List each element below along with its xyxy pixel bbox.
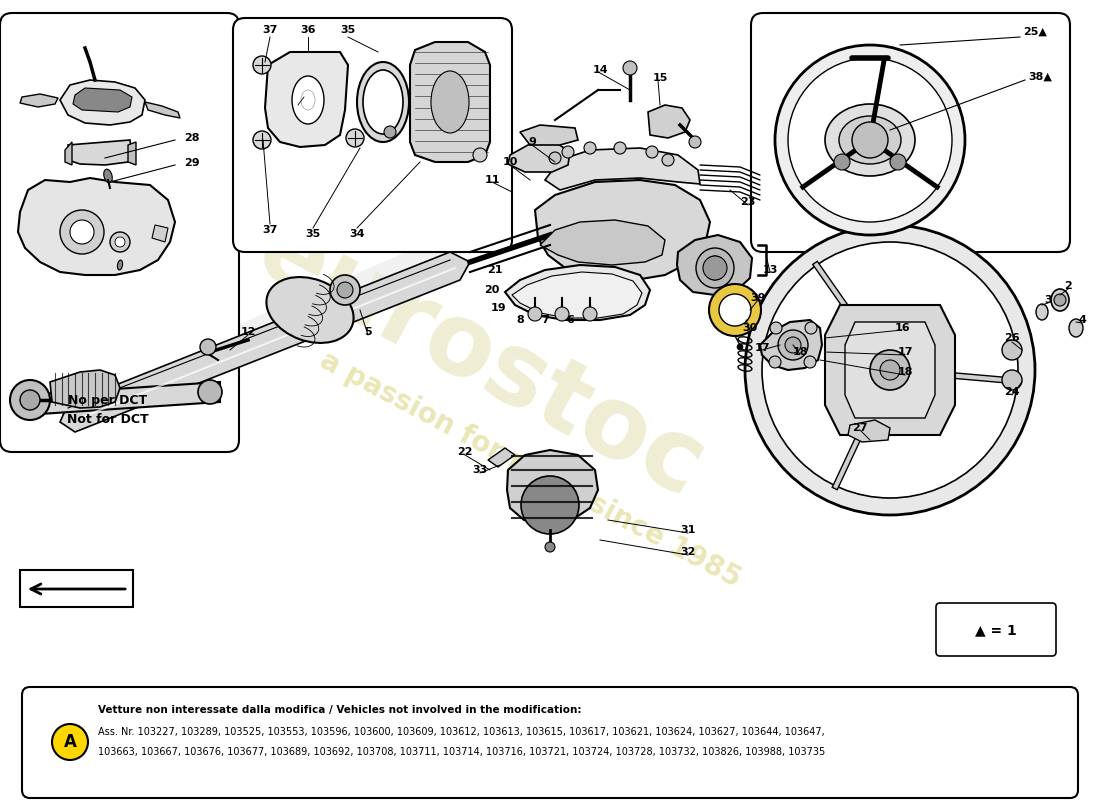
Circle shape xyxy=(776,45,965,235)
Text: eurostoc: eurostoc xyxy=(240,202,720,518)
Circle shape xyxy=(583,307,597,321)
Polygon shape xyxy=(507,450,598,525)
Text: 2: 2 xyxy=(1064,281,1071,291)
Circle shape xyxy=(719,294,751,326)
Circle shape xyxy=(870,350,910,390)
Polygon shape xyxy=(65,142,72,165)
Polygon shape xyxy=(20,570,133,607)
Polygon shape xyxy=(152,225,168,242)
Text: 17: 17 xyxy=(898,347,913,357)
Circle shape xyxy=(116,237,125,247)
Polygon shape xyxy=(505,265,650,320)
Text: 27: 27 xyxy=(852,423,868,433)
Text: a passion for parts since 1985: a passion for parts since 1985 xyxy=(315,346,746,594)
Circle shape xyxy=(770,322,782,334)
Polygon shape xyxy=(760,320,822,370)
Text: 20: 20 xyxy=(484,285,499,295)
Text: 21: 21 xyxy=(487,265,503,275)
Text: No per DCT
Not for DCT: No per DCT Not for DCT xyxy=(67,394,148,426)
Polygon shape xyxy=(520,125,578,145)
Circle shape xyxy=(20,390,40,410)
Text: 12: 12 xyxy=(240,327,255,337)
Polygon shape xyxy=(128,142,136,165)
Ellipse shape xyxy=(118,260,122,270)
Text: 14: 14 xyxy=(592,65,608,75)
Text: 5: 5 xyxy=(364,327,372,337)
Text: 31: 31 xyxy=(680,525,695,535)
Text: 29: 29 xyxy=(184,158,200,168)
Text: 18: 18 xyxy=(792,347,807,357)
Circle shape xyxy=(762,242,1018,498)
Circle shape xyxy=(198,380,222,404)
Polygon shape xyxy=(648,105,690,138)
Text: 10: 10 xyxy=(503,157,518,167)
Text: 4: 4 xyxy=(1078,315,1086,325)
Text: 35: 35 xyxy=(340,25,355,35)
Text: 3: 3 xyxy=(1044,295,1052,305)
Text: Vetture non interessate dalla modifica / Vehicles not involved in the modificati: Vetture non interessate dalla modifica /… xyxy=(98,705,582,715)
Text: 8: 8 xyxy=(516,315,524,325)
Circle shape xyxy=(337,282,353,298)
Circle shape xyxy=(737,344,742,350)
Circle shape xyxy=(70,220,94,244)
Polygon shape xyxy=(544,148,700,190)
Text: 7: 7 xyxy=(541,315,549,325)
Circle shape xyxy=(1054,294,1066,306)
Text: 22: 22 xyxy=(458,447,473,457)
Text: 17: 17 xyxy=(755,343,770,353)
Circle shape xyxy=(584,142,596,154)
Circle shape xyxy=(10,380,49,420)
Circle shape xyxy=(778,330,808,360)
Text: 19: 19 xyxy=(491,303,506,313)
Polygon shape xyxy=(20,94,58,107)
Polygon shape xyxy=(676,235,752,295)
Polygon shape xyxy=(60,80,145,125)
Text: 39: 39 xyxy=(750,293,766,303)
Text: 15: 15 xyxy=(652,73,668,83)
Circle shape xyxy=(623,61,637,75)
Circle shape xyxy=(253,131,271,149)
Circle shape xyxy=(549,152,561,164)
Polygon shape xyxy=(73,88,132,112)
Polygon shape xyxy=(540,220,666,265)
Ellipse shape xyxy=(358,62,409,142)
Text: A: A xyxy=(64,733,76,751)
Circle shape xyxy=(703,256,727,280)
Circle shape xyxy=(788,58,952,222)
Circle shape xyxy=(710,284,761,336)
Text: 33: 33 xyxy=(472,465,487,475)
Text: 24: 24 xyxy=(1004,387,1020,397)
Circle shape xyxy=(852,122,888,158)
Ellipse shape xyxy=(521,476,579,534)
Circle shape xyxy=(200,339,216,355)
Ellipse shape xyxy=(431,71,469,133)
Circle shape xyxy=(110,232,130,252)
Text: 103663, 103667, 103676, 103677, 103689, 103692, 103708, 103711, 103714, 103716, : 103663, 103667, 103676, 103677, 103689, … xyxy=(98,747,825,757)
Ellipse shape xyxy=(301,90,315,110)
Ellipse shape xyxy=(292,76,324,124)
Ellipse shape xyxy=(1036,304,1048,320)
Circle shape xyxy=(528,307,542,321)
Circle shape xyxy=(1002,340,1022,360)
Text: 32: 32 xyxy=(680,547,695,557)
Text: 38▲: 38▲ xyxy=(1028,72,1052,82)
Text: Ass. Nr. 103227, 103289, 103525, 103553, 103596, 103600, 103609, 103612, 103613,: Ass. Nr. 103227, 103289, 103525, 103553,… xyxy=(98,727,825,737)
Ellipse shape xyxy=(825,104,915,176)
Text: 34: 34 xyxy=(350,229,365,239)
FancyBboxPatch shape xyxy=(22,687,1078,798)
Circle shape xyxy=(253,56,271,74)
Text: 23: 23 xyxy=(740,197,756,207)
Circle shape xyxy=(880,360,900,380)
Text: 35: 35 xyxy=(306,229,320,239)
Ellipse shape xyxy=(103,169,112,183)
Ellipse shape xyxy=(696,248,734,288)
Polygon shape xyxy=(25,382,220,415)
Text: 11: 11 xyxy=(484,175,499,185)
Circle shape xyxy=(330,275,360,305)
Polygon shape xyxy=(535,180,710,280)
Polygon shape xyxy=(825,305,955,435)
Ellipse shape xyxy=(363,70,403,134)
Polygon shape xyxy=(18,178,175,275)
FancyBboxPatch shape xyxy=(936,603,1056,656)
